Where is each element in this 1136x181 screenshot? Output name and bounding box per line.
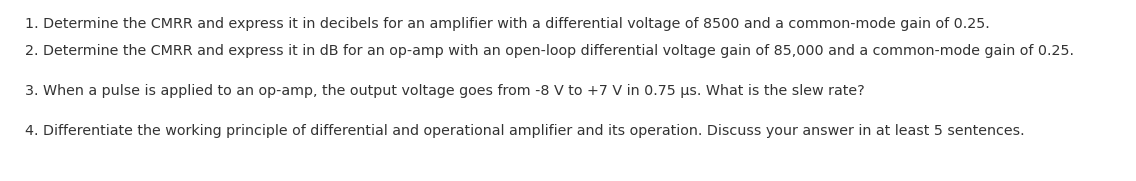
Text: 1. Determine the CMRR and express it in decibels for an amplifier with a differe: 1. Determine the CMRR and express it in … bbox=[25, 17, 989, 31]
Text: 3. When a pulse is applied to an op-amp, the output voltage goes from -8 V to +7: 3. When a pulse is applied to an op-amp,… bbox=[25, 83, 864, 98]
Text: 2. Determine the CMRR and express it in dB for an op-amp with an open-loop diffe: 2. Determine the CMRR and express it in … bbox=[25, 44, 1074, 58]
Text: 4. Differentiate the working principle of differential and operational amplifier: 4. Differentiate the working principle o… bbox=[25, 124, 1025, 138]
